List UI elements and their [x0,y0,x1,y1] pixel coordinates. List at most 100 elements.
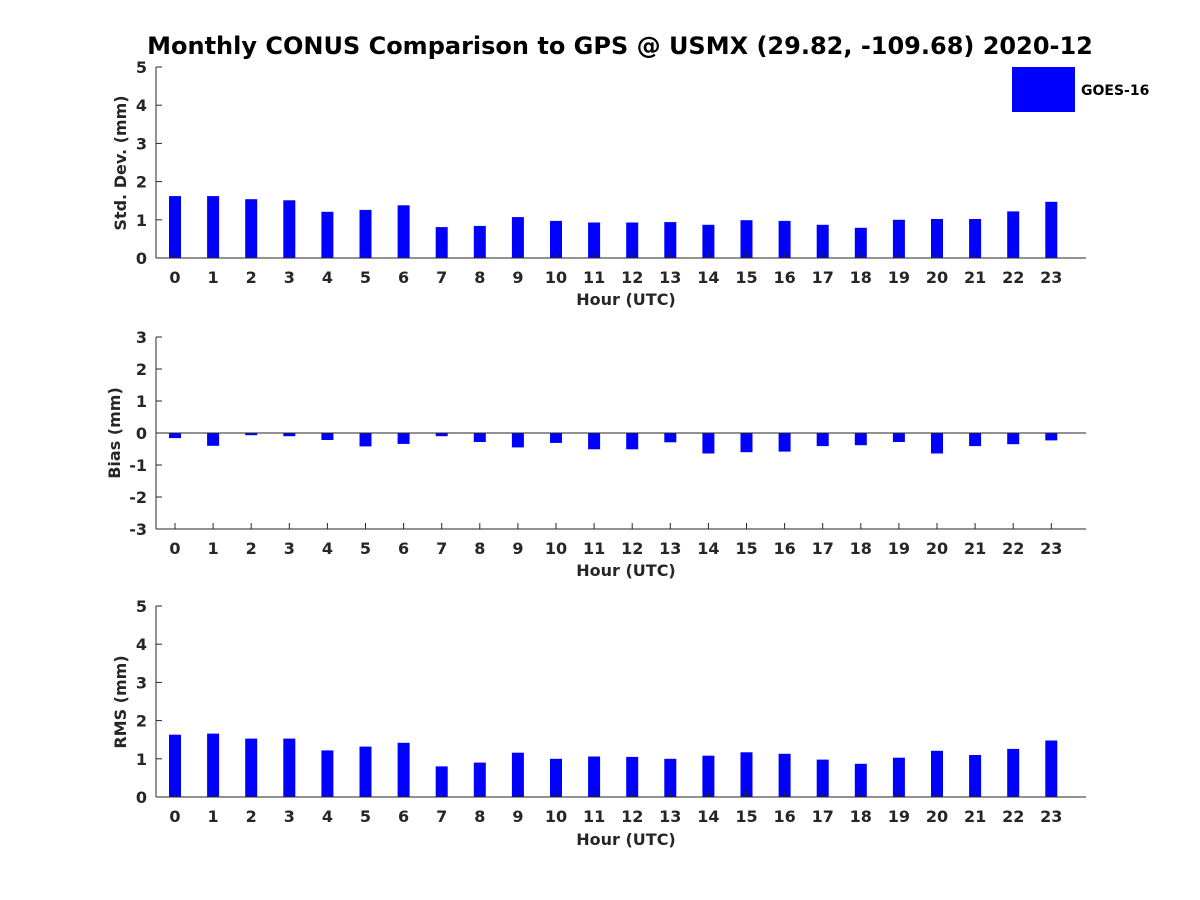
bias-y-tick-label: 2 [136,360,147,379]
rms-y-tick-label: 3 [136,673,147,692]
rms-bar-hour-14 [702,755,715,797]
rms-bar-hour-15 [740,752,753,797]
std-dev-bar-hour-3 [283,200,296,258]
bias-bar-hour-2 [245,433,258,436]
bias-x-tick-label: 12 [621,539,643,558]
rms-bar-hour-13 [664,758,677,797]
rms-bar-hour-21 [969,755,982,797]
bias-x-tick-label: 11 [583,539,605,558]
rms-x-tick-label: 4 [322,807,333,826]
rms-y-tick-label: 4 [136,635,147,654]
bias-x-tick-label: 2 [246,539,257,558]
rms-bar-hour-8 [473,762,486,797]
rms-x-tick-label: 10 [545,807,567,826]
bias-bar-hour-12 [626,433,639,450]
bias-x-tick-label: 19 [888,539,910,558]
std-dev-bar-hour-5 [359,209,372,258]
std-dev-bar-hour-23 [1045,201,1058,258]
bias-bar-hour-17 [816,433,829,447]
std-dev-ylabel: Std. Dev. (mm) [111,95,130,230]
rms-x-tick-label: 2 [246,807,257,826]
legend-label-goes-16: GOES-16 [1081,83,1149,99]
bias-x-tick-label: 9 [512,539,523,558]
rms-bar-hour-1 [207,733,220,797]
std-dev-bar-hour-7 [435,227,448,258]
bias-x-tick-label: 14 [697,539,719,558]
std-dev-bar-hour-14 [702,224,715,258]
rms-x-tick-label: 12 [621,807,643,826]
std-dev-y-tick-label: 0 [136,249,147,268]
bias-bar-hour-9 [511,433,524,448]
std-dev-x-tick-label: 0 [169,268,180,287]
std-dev-bar-hour-2 [245,199,258,258]
std-dev-x-tick-label: 12 [621,268,643,287]
rms-x-tick-label: 19 [888,807,910,826]
bias-xlabel: Hour (UTC) [576,561,676,580]
bias-bar-hour-15 [740,433,753,453]
legend: GOES-16 [1012,67,1149,112]
rms-bar-hour-18 [854,763,867,797]
bias-x-tick-label: 20 [926,539,948,558]
bias-y-tick-label: -1 [129,456,147,475]
bias-x-tick-label: 16 [773,539,795,558]
std-dev-x-tick-label: 7 [436,268,447,287]
std-dev-x-tick-label: 15 [735,268,757,287]
rms-bar-hour-10 [550,758,562,797]
std-dev-bar-hour-9 [511,217,524,258]
std-dev-bar-hour-6 [397,205,410,258]
bias-x-tick-label: 21 [964,539,986,558]
rms-x-tick-label: 8 [474,807,485,826]
bias-bar-hour-19 [892,433,905,442]
std-dev-x-tick-label: 4 [322,268,333,287]
bias-bar-hour-0 [169,433,181,439]
rms-x-tick-label: 7 [436,807,447,826]
rms-bar-hour-20 [931,750,943,797]
rms-x-tick-label: 9 [512,807,523,826]
std-dev-y-tick-label: 2 [136,173,147,192]
rms-bar-hour-19 [892,757,905,797]
rms-x-tick-label: 14 [697,807,719,826]
std-dev-bar-hour-18 [854,227,867,258]
bias-bar-hour-18 [854,433,867,446]
rms-bars [169,733,1058,797]
bias-bar-hour-1 [207,433,220,446]
rms-x-tick-label: 13 [659,807,681,826]
std-dev-x-tick-label: 23 [1040,268,1062,287]
bias-y-tick-label: -2 [129,488,147,507]
rms-bar-hour-6 [397,742,410,797]
bias-y-tick-label: 0 [136,424,147,443]
bias-x-tick-label: 22 [1002,539,1024,558]
std-dev-x-tick-label: 9 [512,268,523,287]
std-dev-bar-hour-0 [169,196,181,258]
std-dev-x-tick-label: 6 [398,268,409,287]
std-dev-y-tick-label: 3 [136,134,147,153]
bias-y-tick-label: 3 [136,328,147,347]
rms-bar-hour-7 [435,766,448,797]
std-dev-x-tick-label: 14 [697,268,719,287]
bias-x-tick-label: 5 [360,539,371,558]
std-dev-x-tick-label: 22 [1002,268,1024,287]
bias-x-tick-label: 6 [398,539,409,558]
std-dev-bar-hour-16 [778,220,791,258]
rms-bar-hour-4 [321,750,334,797]
std-dev-x-tick-label: 2 [246,268,257,287]
std-dev-bar-hour-10 [550,220,562,258]
std-dev-bar-hour-13 [664,222,677,258]
rms-ylabel: RMS (mm) [111,655,130,748]
rms-bar-hour-16 [778,753,791,797]
bias-x-tick-label: 3 [284,539,295,558]
legend-swatch-goes-16 [1012,67,1075,112]
std-dev-bar-hour-12 [626,222,639,258]
std-dev-y-tick-label: 5 [136,58,147,77]
rms-x-tick-label: 3 [284,807,295,826]
rms-y-tick-label: 0 [136,788,147,807]
std-dev-xlabel: Hour (UTC) [576,290,676,309]
rms-bar-hour-23 [1045,740,1058,797]
std-dev-x-tick-label: 1 [208,268,219,287]
bias-y-tick-label: 1 [136,392,147,411]
bias-x-tick-label: 1 [208,539,219,558]
